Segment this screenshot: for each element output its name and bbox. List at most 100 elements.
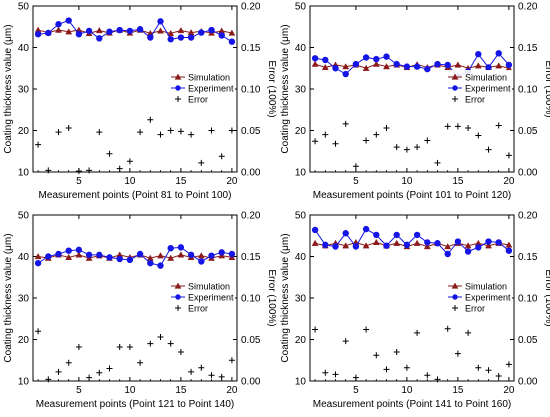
data-point — [485, 242, 492, 249]
y2-tick-label: 0.05 — [241, 335, 261, 346]
data-point — [495, 122, 502, 129]
y2-tick-label: 0.10 — [241, 294, 261, 305]
y2-tick-label: 0.00 — [518, 168, 538, 179]
legend-label: Simulation — [188, 282, 230, 292]
data-point — [157, 262, 164, 269]
data-point — [106, 28, 113, 35]
data-point — [434, 60, 441, 68]
data-point — [208, 252, 215, 259]
x-tick-label: 20 — [503, 385, 515, 396]
data-point — [373, 352, 380, 359]
data-point — [403, 146, 410, 153]
data-point — [372, 238, 380, 246]
series-experiment — [34, 17, 236, 45]
data-point — [495, 62, 503, 69]
data-point — [342, 70, 349, 78]
data-point — [35, 328, 42, 335]
data-point — [393, 348, 400, 355]
legend-label: Experiment — [465, 293, 511, 303]
data-point — [424, 137, 431, 144]
data-point — [167, 36, 174, 43]
x-tick-label: 20 — [226, 176, 238, 187]
data-point — [383, 53, 390, 60]
data-point — [45, 167, 52, 174]
data-point — [55, 26, 62, 33]
y-tick-label: 20 — [18, 335, 30, 346]
data-point — [393, 60, 400, 68]
x-tick-label: 5 — [353, 385, 359, 396]
data-point — [332, 140, 339, 147]
legend-marker-experiment — [452, 85, 458, 91]
data-point — [393, 144, 400, 151]
chart-panels: 5 10 15 20 10 20 30 40 50 0.00 0.05 0.10 0.15 0.20 Mea… — [3, 2, 550, 411]
data-point — [363, 137, 370, 144]
data-point — [55, 250, 62, 258]
data-point — [167, 127, 174, 134]
y-tick-label: 30 — [18, 294, 30, 305]
y-axis-label: Coating thickness value (μm) — [3, 233, 14, 362]
data-point — [465, 125, 472, 132]
data-point — [34, 31, 42, 38]
data-point — [116, 165, 123, 172]
data-point — [505, 241, 513, 248]
data-point — [136, 26, 144, 33]
x-tick-label: 10 — [401, 385, 413, 396]
data-point — [187, 34, 195, 41]
data-point — [332, 243, 339, 250]
data-point — [311, 60, 319, 67]
y2-tick-label: 0.05 — [518, 335, 538, 346]
x-tick-label: 15 — [175, 176, 187, 187]
data-point — [342, 242, 350, 249]
y2-tick-label: 0.05 — [241, 126, 261, 137]
y-tick-label: 30 — [295, 294, 307, 305]
y2-tick-label: 0.10 — [518, 85, 538, 96]
y-tick-label: 40 — [295, 43, 307, 54]
legend-marker-error — [452, 96, 458, 102]
data-point — [167, 29, 175, 37]
data-point — [187, 251, 195, 259]
legend-marker-error — [175, 96, 181, 102]
x-tick-label: 5 — [76, 176, 82, 187]
data-point — [413, 231, 421, 239]
data-point — [372, 60, 380, 67]
data-point — [312, 138, 319, 145]
data-point — [403, 364, 410, 371]
data-point — [198, 159, 205, 166]
data-point — [197, 252, 205, 259]
y2-axis-label: Error (100%) — [543, 60, 550, 117]
data-point — [177, 348, 184, 355]
data-point — [147, 259, 154, 267]
data-point — [465, 329, 472, 336]
data-point — [106, 150, 113, 157]
data-point — [157, 27, 164, 34]
data-point — [85, 27, 93, 35]
x-axis-label: Measurement points (Point 81 to Point 10… — [39, 190, 232, 201]
chart-panel-2: 5 10 15 20 10 20 30 40 50 0.00 0.05 0.10 0.15 0.20 Mea… — [280, 2, 550, 202]
y2-tick-label: 0.20 — [518, 2, 538, 13]
y-axis-label: Coating thickness value (μm) — [280, 233, 291, 362]
data-point — [96, 251, 103, 259]
data-point — [342, 230, 349, 237]
data-point — [95, 26, 103, 34]
data-point — [228, 38, 236, 45]
data-point — [485, 238, 492, 245]
data-point — [188, 131, 195, 138]
y-tick-label: 20 — [18, 126, 30, 137]
data-point — [86, 374, 93, 381]
data-point — [35, 141, 42, 148]
data-point — [464, 242, 472, 249]
data-point — [444, 243, 452, 250]
data-point — [208, 26, 215, 34]
data-point — [495, 373, 502, 380]
y-tick-label: 10 — [295, 168, 307, 179]
x-tick-label: 5 — [76, 385, 82, 396]
data-point — [75, 31, 83, 38]
data-point — [352, 374, 359, 381]
data-point — [157, 131, 164, 138]
data-point — [332, 371, 339, 378]
data-point — [218, 373, 225, 380]
legend-marker-experiment — [452, 294, 458, 300]
y-tick-label: 40 — [18, 43, 30, 54]
data-point — [485, 64, 492, 71]
y-tick-label: 10 — [295, 377, 307, 388]
